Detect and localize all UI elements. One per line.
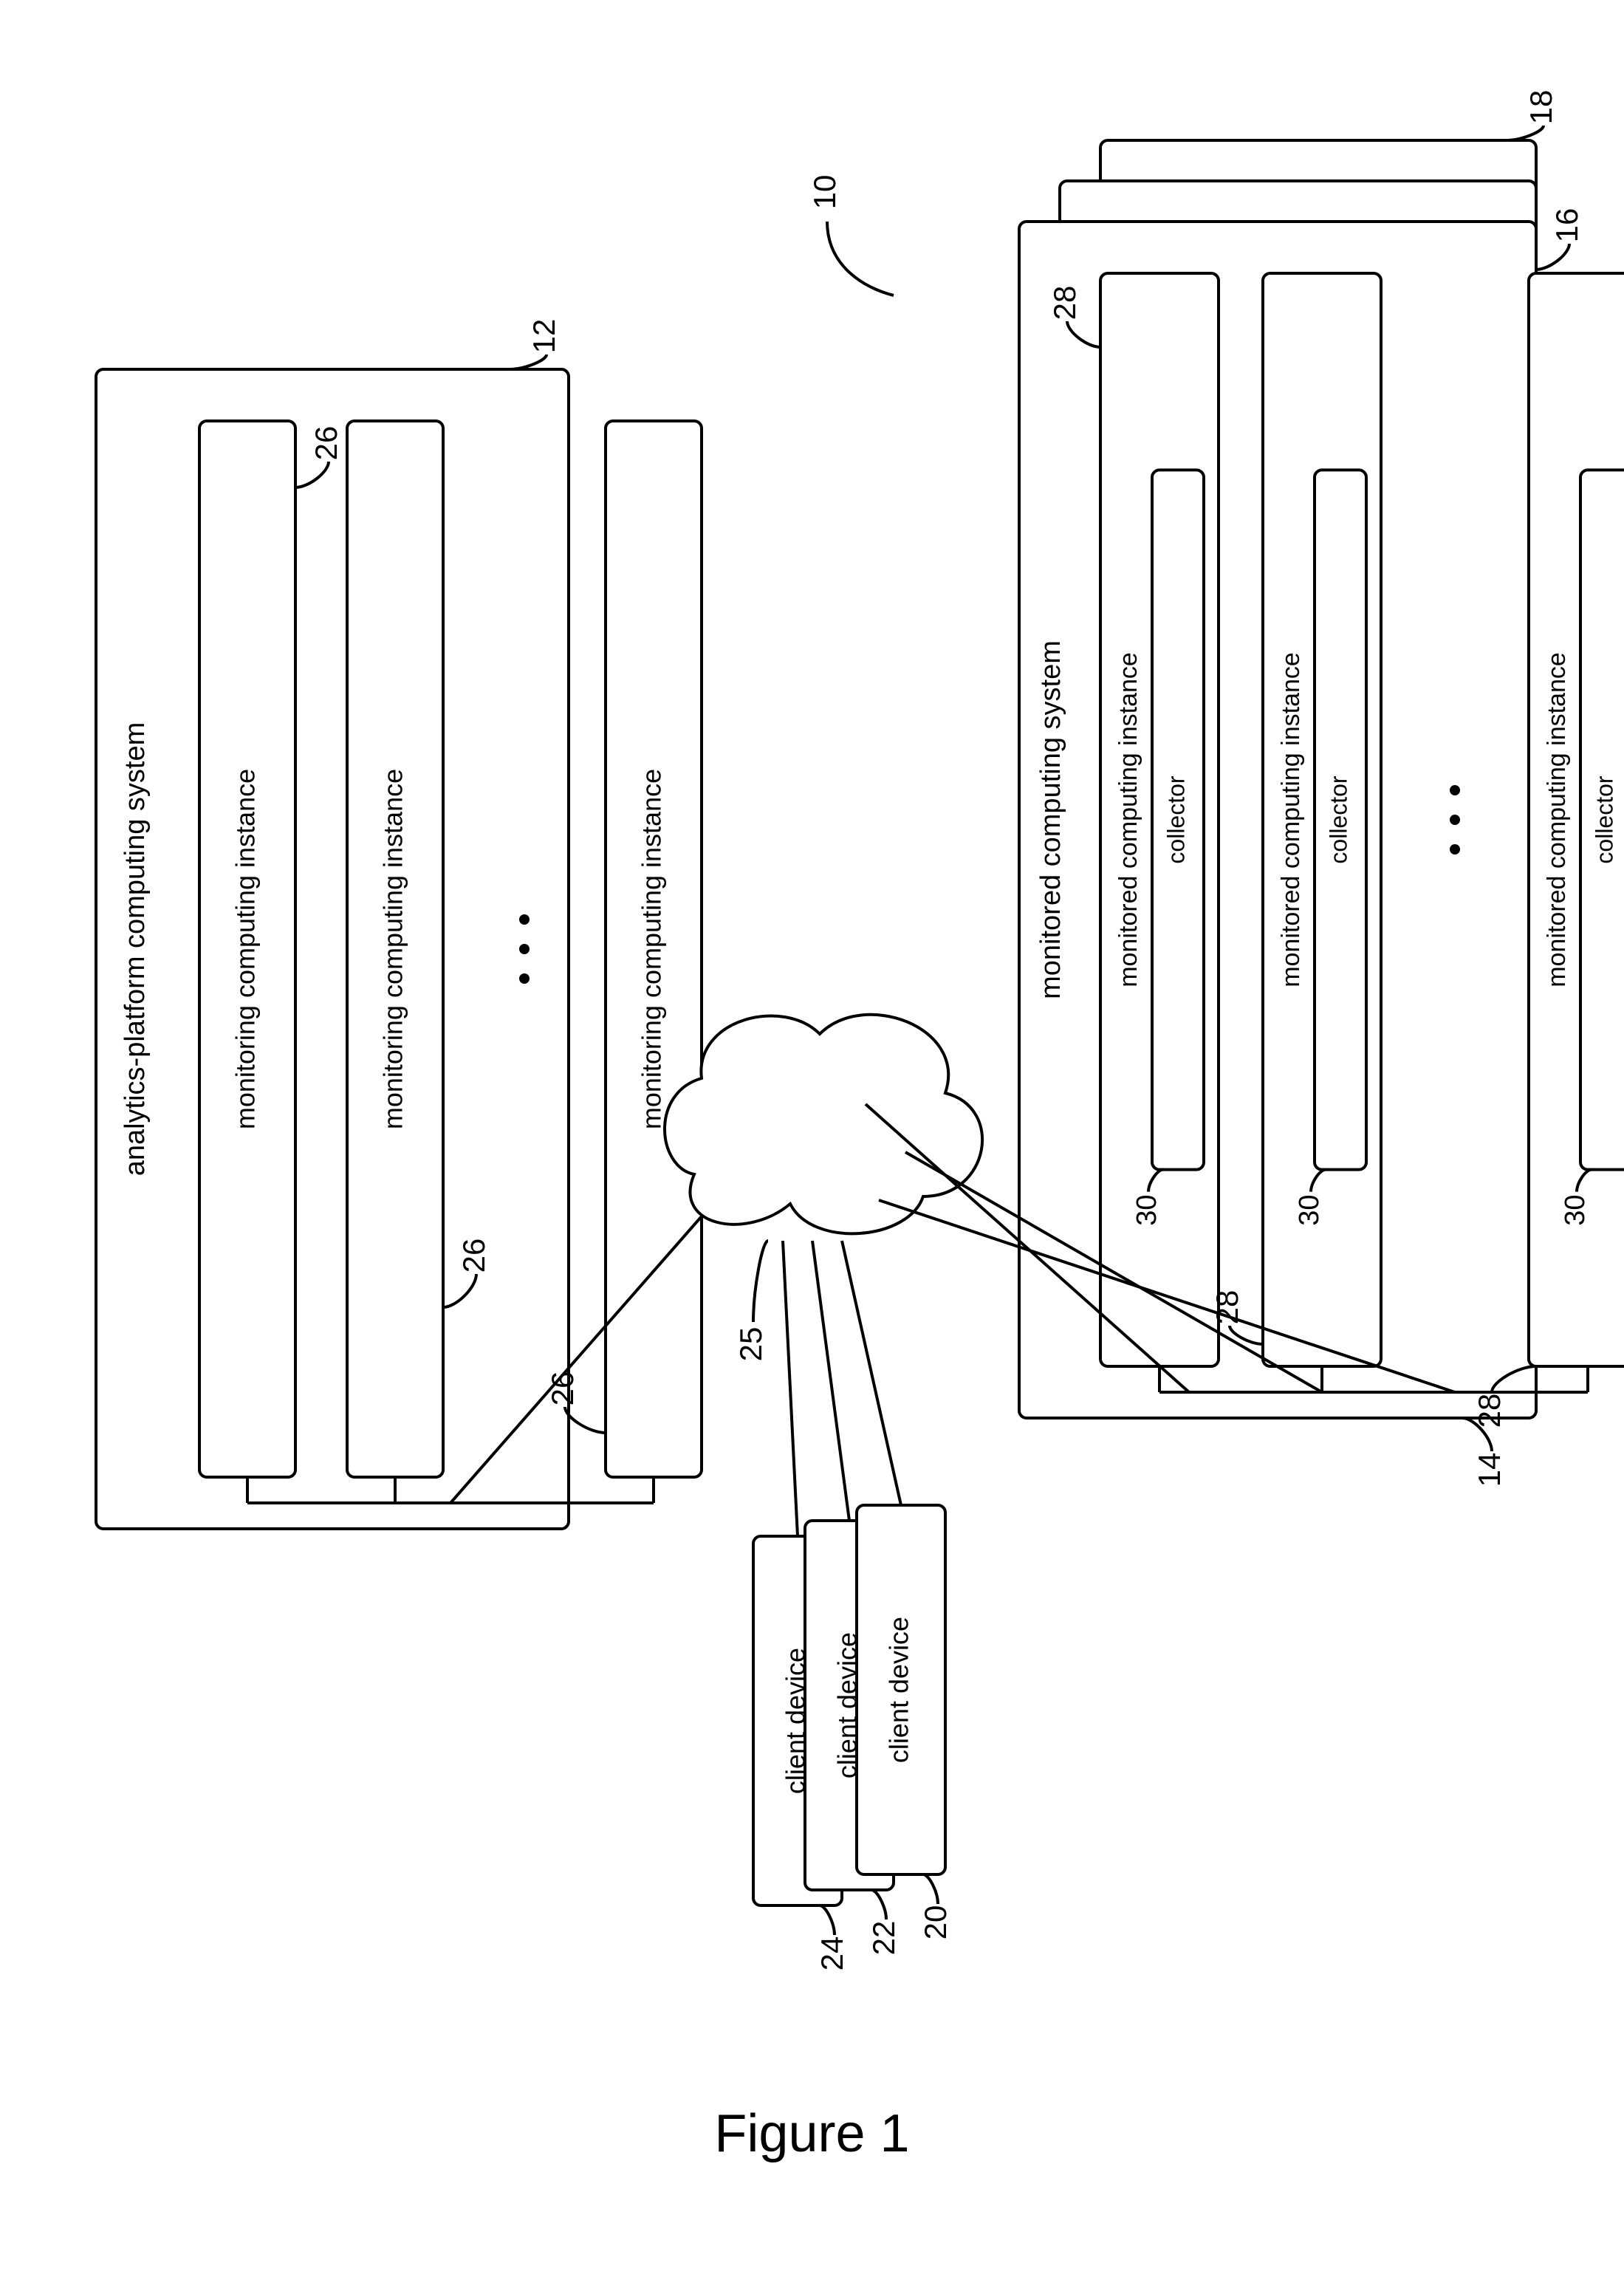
ref-25: 25 <box>733 1327 768 1362</box>
leader-12 <box>510 355 547 369</box>
ref-10: 10 <box>807 175 842 210</box>
link-client-0-cloud <box>783 1241 798 1536</box>
ref-26b: 26 <box>456 1239 491 1273</box>
ref-client-1: 22 <box>866 1921 901 1956</box>
ref-client-2: 20 <box>918 1905 953 1940</box>
leader-16 <box>1536 244 1569 270</box>
ellipsis-dot <box>519 914 530 925</box>
monitoring-instance-label: monitoring computing instance <box>637 769 667 1129</box>
analytics-title: analytics-platform computing system <box>120 722 151 1177</box>
monitoring-instance-label: monitoring computing instance <box>230 769 261 1129</box>
ellipsis-dot <box>1450 844 1460 855</box>
ellipsis-dot <box>1450 785 1460 795</box>
leader-client-2 <box>923 1874 938 1904</box>
ref-30-0: 30 <box>1131 1194 1162 1225</box>
client-device-label-2: client device <box>884 1617 914 1763</box>
ref-28c: 28 <box>1472 1394 1507 1428</box>
monitored-front-label: monitored computing system <box>1035 640 1066 999</box>
leader-25 <box>753 1241 768 1322</box>
leader-10 <box>827 222 894 295</box>
link-client-2-cloud <box>842 1241 901 1505</box>
monitored-instance-label: monitored computing instance <box>1277 652 1305 987</box>
ref-18: 18 <box>1524 90 1558 125</box>
ref-26a: 26 <box>309 426 343 461</box>
leader-client-0 <box>820 1905 835 1935</box>
ref-client-0: 24 <box>815 1936 849 1971</box>
collector-label: collector <box>1162 775 1189 864</box>
collector-label: collector <box>1325 775 1351 864</box>
leader-26c <box>565 1407 606 1433</box>
ref-12: 12 <box>527 319 561 354</box>
ref-16: 16 <box>1549 208 1584 243</box>
link-client-1-cloud <box>812 1241 849 1521</box>
ellipsis-dot <box>519 944 530 954</box>
collector-label: collector <box>1591 775 1617 864</box>
monitored-instance-label: monitored computing instance <box>1543 652 1571 987</box>
monitored-instance-label: monitored computing instance <box>1114 652 1142 987</box>
ref-30-1: 30 <box>1294 1194 1325 1225</box>
leader-client-1 <box>871 1890 886 1919</box>
analytics-system <box>96 369 569 1529</box>
ref-14: 14 <box>1472 1453 1507 1487</box>
leader-18 <box>1507 126 1544 140</box>
ref-28a: 28 <box>1047 286 1082 321</box>
ellipsis-dot <box>1450 815 1460 825</box>
ellipsis-dot <box>519 973 530 984</box>
figure-label: Figure 1 <box>714 2104 909 2163</box>
monitoring-instance-label: monitoring computing instance <box>378 769 408 1129</box>
cloud <box>665 1015 982 1234</box>
ref-30-2: 30 <box>1560 1194 1591 1225</box>
